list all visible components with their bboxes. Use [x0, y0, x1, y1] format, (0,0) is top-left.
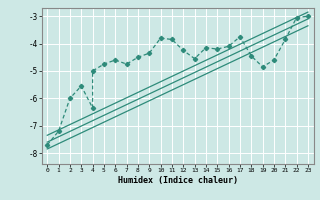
X-axis label: Humidex (Indice chaleur): Humidex (Indice chaleur): [118, 176, 237, 185]
